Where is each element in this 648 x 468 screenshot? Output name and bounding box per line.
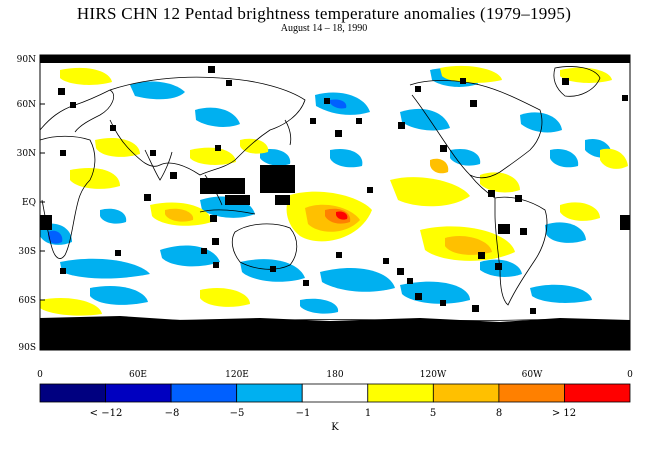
lat-label: 30S: [18, 247, 36, 257]
lon-label: 0: [627, 370, 633, 380]
longitude-labels: 0 60E 120E 180 120W 60W 0: [37, 370, 633, 380]
extreme-positive-regions: [336, 211, 348, 220]
longitude-ticks: [137, 345, 533, 350]
lon-label: 0: [37, 370, 43, 380]
lon-label: 120W: [420, 370, 447, 380]
lon-label: 120E: [225, 370, 249, 380]
color-legend: [39, 383, 631, 403]
lon-label: 60W: [522, 370, 543, 380]
legend-label: 5: [430, 408, 436, 419]
legend-label: 1: [365, 408, 371, 419]
legend-swatch: [39, 383, 106, 403]
legend-label: > 12: [552, 408, 576, 419]
lat-label: 60N: [17, 100, 36, 110]
lon-label: 180: [326, 370, 343, 380]
map-subtitle: August 14 – 18, 1990: [280, 23, 368, 34]
lat-label: 90S: [18, 343, 36, 353]
legend-swatch: [564, 383, 631, 403]
legend-label: −8: [165, 408, 180, 419]
lon-label: 60E: [129, 370, 147, 380]
legend-swatch: [301, 383, 369, 403]
missing-data-north: [40, 55, 630, 63]
lat-label: EQ: [22, 198, 36, 208]
legend-swatch: [367, 383, 434, 403]
anomaly-field: [40, 55, 630, 350]
missing-data-squares: [40, 66, 630, 314]
legend-swatch: [498, 383, 565, 403]
strong-negative-regions: [48, 99, 347, 244]
legend-swatch: [236, 383, 303, 403]
legend-label: 8: [496, 408, 502, 419]
latitude-labels: 90N 60N 30N EQ 30S 60S 90S: [17, 55, 36, 353]
lat-label: 60S: [18, 296, 36, 306]
legend-label: −1: [296, 408, 311, 419]
legend-labels: < −12 −8 −5 −1 1 5 8 > 12 K: [90, 408, 576, 433]
lat-label: 30N: [17, 149, 36, 159]
legend-unit: K: [331, 422, 339, 433]
coastlines: [40, 66, 630, 322]
legend-label: −5: [230, 408, 245, 419]
missing-data-south: [40, 316, 630, 350]
map-title: HIRS CHN 12 Pentad brightness temperatur…: [76, 4, 572, 23]
legend-label: < −12: [90, 408, 123, 419]
lat-label: 90N: [17, 55, 36, 65]
legend-swatch: [432, 383, 500, 403]
legend-swatch: [105, 383, 172, 403]
legend-swatch: [170, 383, 238, 403]
latitude-ticks: [40, 103, 45, 301]
